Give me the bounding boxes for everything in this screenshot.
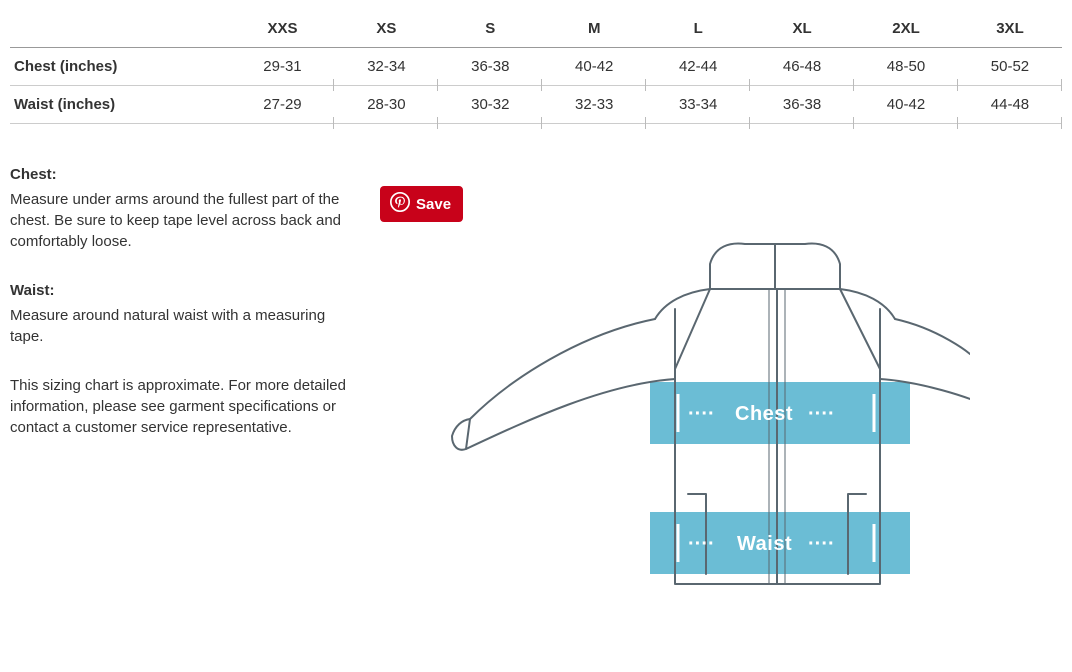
waist-xs: 28-30 (334, 86, 438, 124)
waist-band-label: Waist (737, 533, 792, 555)
waist-s: 30-32 (438, 86, 542, 124)
disclaimer-text: This sizing chart is approximate. For mo… (10, 375, 350, 438)
chest-2xl: 48-50 (854, 48, 958, 86)
size-col-xs: XS (334, 10, 438, 48)
waist-xl: 36-38 (750, 86, 854, 124)
chest-s: 36-38 (438, 48, 542, 86)
chest-text: Measure under arms around the fullest pa… (10, 189, 350, 252)
save-button[interactable]: Save (380, 186, 463, 222)
table-row: Waist (inches) 27-29 28-30 30-32 32-33 3… (10, 86, 1062, 124)
waist-3xl: 44-48 (958, 86, 1062, 124)
size-col-xl: XL (750, 10, 854, 48)
size-header-row: XXS XS S M L XL 2XL 3XL (10, 10, 1062, 48)
waist-row-label: Waist (inches) (10, 86, 231, 124)
size-chart-table: XXS XS S M L XL 2XL 3XL Chest (inches) 2… (10, 10, 1062, 124)
size-col-2xl: 2XL (854, 10, 958, 48)
waist-text: Measure around natural waist with a meas… (10, 305, 350, 347)
size-col-3xl: 3XL (958, 10, 1062, 48)
waist-2xl: 40-42 (854, 86, 958, 124)
instructions-column: Chest: Measure under arms around the ful… (10, 164, 350, 466)
pinterest-icon (390, 192, 410, 216)
chest-xs: 32-34 (334, 48, 438, 86)
svg-text:····: ···· (808, 403, 835, 425)
size-col-xxs: XXS (231, 10, 335, 48)
chest-xxs: 29-31 (231, 48, 335, 86)
waist-xxs: 27-29 (231, 86, 335, 124)
chest-3xl: 50-52 (958, 48, 1062, 86)
chest-band-label: Chest (735, 403, 793, 425)
svg-text:····: ···· (688, 533, 715, 555)
chest-row-label: Chest (inches) (10, 48, 231, 86)
size-col-m: M (542, 10, 646, 48)
svg-text:····: ···· (808, 533, 835, 555)
waist-l: 33-34 (646, 86, 750, 124)
size-col-s: S (438, 10, 542, 48)
table-row: Chest (inches) 29-31 32-34 36-38 40-42 4… (10, 48, 1062, 86)
chest-l: 42-44 (646, 48, 750, 86)
size-col-l: L (646, 10, 750, 48)
svg-text:····: ···· (688, 403, 715, 425)
jacket-diagram: ···· Chest ···· ···· Waist ···· (430, 234, 970, 634)
save-button-label: Save (416, 196, 451, 213)
waist-m: 32-33 (542, 86, 646, 124)
chest-xl: 46-48 (750, 48, 854, 86)
waist-heading: Waist: (10, 280, 350, 301)
chest-m: 40-42 (542, 48, 646, 86)
chest-heading: Chest: (10, 164, 350, 185)
